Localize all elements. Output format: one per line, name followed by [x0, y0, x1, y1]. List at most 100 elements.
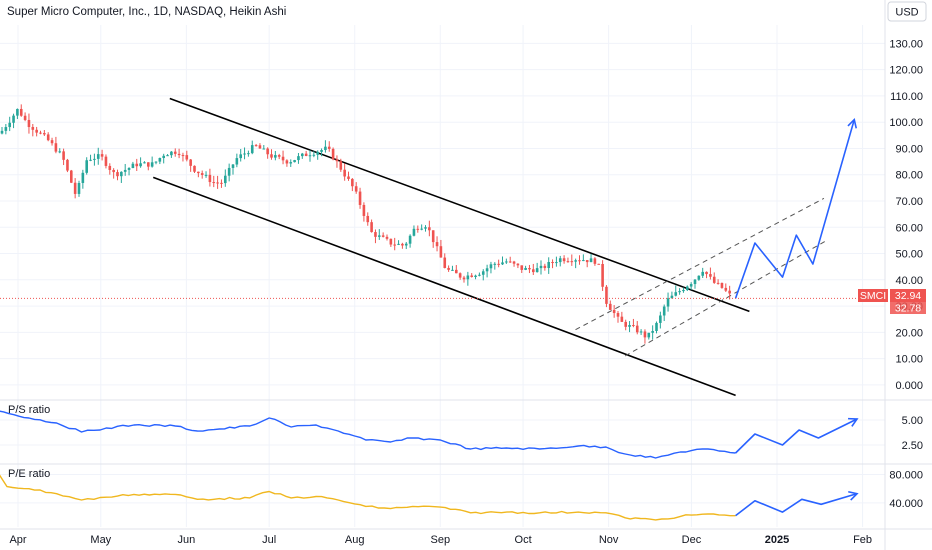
candle-body — [46, 134, 50, 141]
candle-body — [150, 162, 154, 167]
ps-projection-path[interactable] — [735, 418, 858, 454]
candle-body — [593, 258, 597, 264]
currency-button[interactable]: USD — [887, 1, 927, 22]
descending-channel-upper[interactable] — [169, 97, 750, 313]
candle-down — [35, 126, 38, 137]
candle-down — [366, 212, 370, 226]
candle-down — [351, 178, 354, 192]
candle-down — [46, 132, 50, 142]
candle-up — [324, 140, 327, 153]
candle-down — [54, 136, 58, 154]
y-tick-label: 2.50 — [902, 440, 923, 452]
candle-body — [120, 171, 123, 177]
candle-up — [316, 150, 319, 160]
candle-up — [478, 272, 481, 277]
candle-down — [358, 187, 362, 209]
candle-up — [451, 265, 454, 271]
y-tick-label: 60.00 — [895, 222, 923, 234]
candle-body — [127, 168, 131, 170]
candle-up — [204, 171, 208, 178]
y-tick-label: 100.00 — [889, 117, 923, 129]
candle-up — [539, 260, 543, 275]
candle-body — [312, 154, 316, 156]
candle-body — [308, 155, 312, 157]
candle-body — [428, 227, 431, 231]
candle-body — [281, 156, 285, 161]
candle-body — [443, 257, 447, 268]
projection-paths[interactable] — [734, 117, 859, 517]
price-tags: SMCI 32.94 32.78 — [858, 289, 926, 315]
candle-down — [70, 169, 73, 184]
candle-up — [262, 145, 266, 150]
candle-body — [424, 227, 427, 229]
candle-down — [632, 318, 635, 328]
candle-down — [50, 137, 54, 146]
candle-up — [628, 321, 631, 333]
candle-up — [674, 285, 678, 297]
candle-up — [485, 264, 489, 278]
candle-up — [12, 113, 15, 129]
y-tick-label: 5.00 — [902, 415, 923, 427]
y-tick-label: 90.00 — [895, 143, 923, 155]
ps-ratio-label: P/S ratio — [8, 404, 50, 416]
descending-channel-lower[interactable] — [152, 176, 736, 397]
channel-lines[interactable] — [152, 97, 827, 397]
candle-body — [193, 165, 196, 172]
candle-down — [643, 329, 647, 344]
candle-body — [551, 262, 554, 264]
candle-body — [547, 262, 550, 269]
candle-body — [651, 330, 654, 333]
candle-up — [243, 147, 246, 160]
candle-up — [150, 156, 154, 168]
candle-body — [343, 169, 346, 177]
candle-body — [508, 261, 512, 263]
candle-body — [85, 160, 88, 173]
x-tick-label: Dec — [682, 534, 702, 546]
candle-down — [543, 263, 547, 271]
candle-body — [570, 261, 574, 263]
candle-up — [227, 163, 231, 182]
candle-up — [678, 288, 681, 295]
candle-body — [474, 275, 477, 278]
candle-down — [335, 155, 339, 168]
candle-body — [274, 155, 277, 158]
candle-body — [431, 230, 435, 243]
candle-down — [339, 158, 343, 172]
candle-body — [43, 133, 46, 135]
candle-body — [239, 154, 242, 159]
pe-projection-path[interactable] — [735, 492, 858, 517]
ascending-channel-lower[interactable] — [624, 239, 827, 357]
candle-up — [647, 332, 651, 340]
candle-down — [601, 260, 604, 291]
candle-down — [516, 263, 520, 269]
candle-body — [666, 298, 670, 307]
ascending-channel-upper[interactable] — [575, 197, 825, 331]
candle-down — [258, 143, 262, 149]
candle-down — [709, 267, 712, 280]
candle-down — [277, 153, 281, 160]
price-projection-path[interactable] — [734, 119, 856, 299]
candle-up — [89, 154, 92, 162]
candle-up — [4, 124, 8, 135]
candle-down — [551, 259, 554, 269]
candle-up — [0, 127, 4, 135]
candle-body — [524, 267, 527, 270]
candle-up — [659, 311, 662, 329]
candle-down — [520, 265, 524, 273]
candle-up — [123, 163, 127, 176]
candle-down — [177, 148, 181, 159]
candle-down — [189, 158, 192, 172]
y-tick-label: 50.00 — [895, 249, 923, 261]
candle-body — [258, 145, 262, 149]
candle-body — [378, 235, 381, 237]
x-tick-label: 2025 — [765, 534, 789, 546]
candle-down — [331, 147, 335, 161]
x-tick-label: May — [90, 534, 111, 546]
candle-up — [589, 253, 593, 263]
candle-body — [451, 269, 454, 271]
candle-down — [62, 148, 65, 166]
candle-down — [635, 321, 639, 335]
candle-body — [27, 119, 31, 128]
candle-down — [100, 149, 104, 161]
